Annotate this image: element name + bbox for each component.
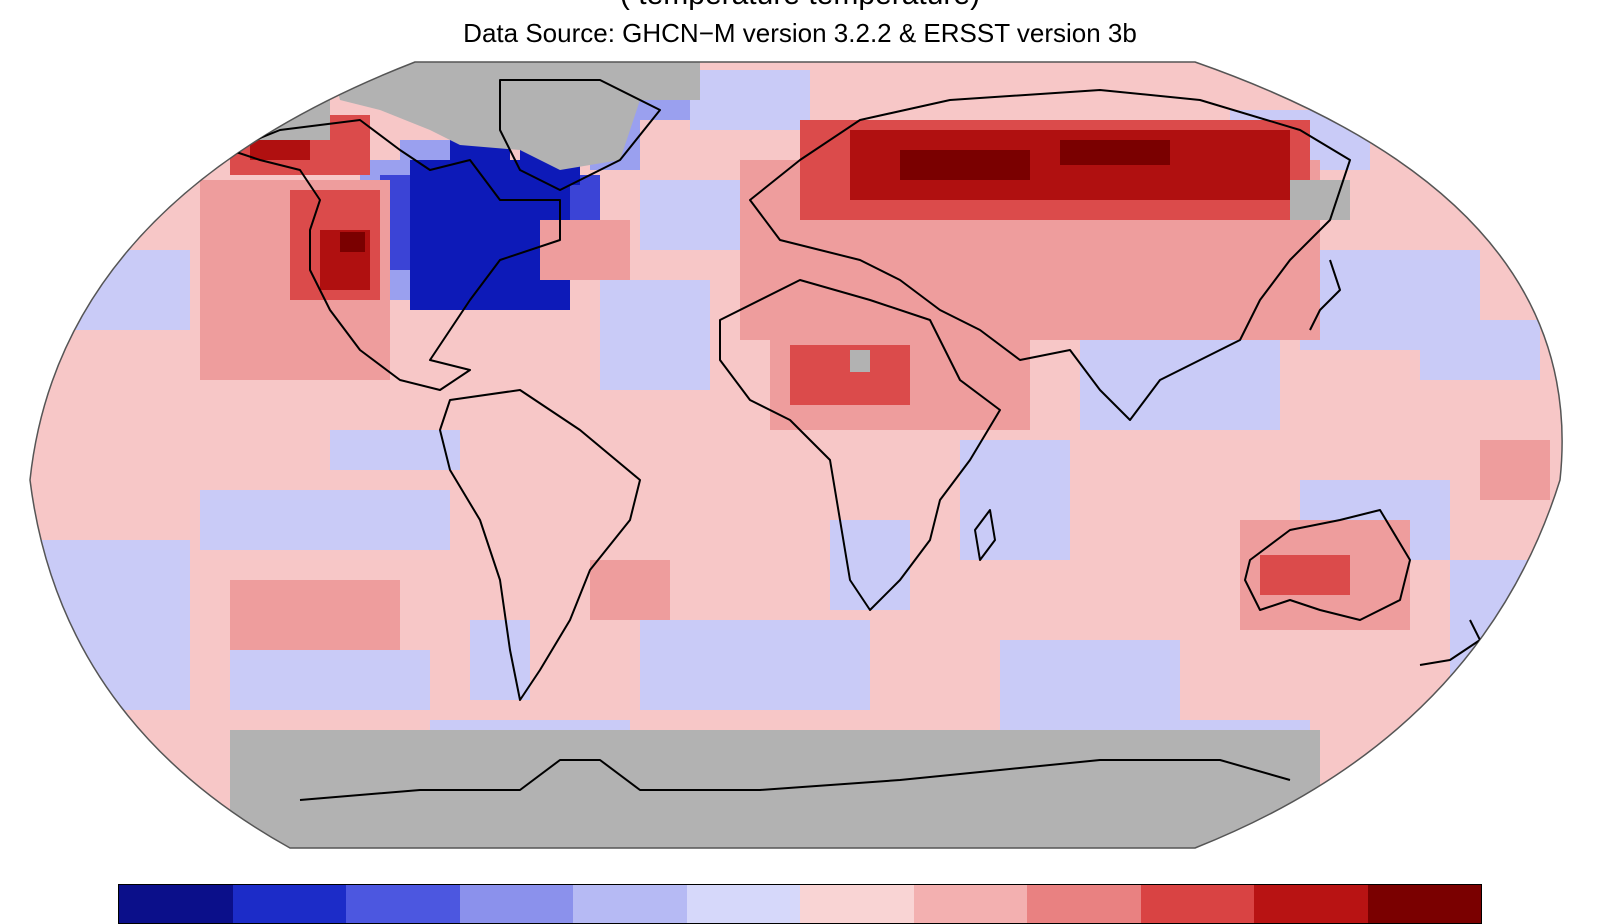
colorbar-cell-6: [800, 885, 914, 923]
south-america-coast: [439, 389, 641, 701]
globe-outline: [29, 61, 1563, 849]
africa-coast: [719, 279, 1001, 611]
greenland-coast: [499, 79, 661, 191]
australia-coast: [1244, 509, 1411, 621]
colorbar-cell-8: [1027, 885, 1141, 923]
anomaly-map: [29, 61, 1563, 849]
europe-asia-coast: [749, 89, 1351, 421]
colorbar-cell-3: [459, 885, 573, 923]
north-america-coast: [229, 119, 561, 391]
colorbar-cell-10: [1254, 885, 1368, 923]
data-source-subtitle: Data Source: GHCN−M version 3.2.2 & ERSS…: [463, 18, 1137, 48]
new-zealand-coast: [1419, 619, 1481, 666]
colorbar-cell-4: [573, 885, 687, 923]
colorbar-cell-5: [686, 885, 800, 923]
colorbar-cell-1: [232, 885, 346, 923]
anomaly-field: [30, 62, 1563, 848]
colorbar-cell-9: [1140, 885, 1254, 923]
colorbar-cell-11: [1367, 885, 1481, 923]
map-title-partial: ( temperature temperature): [0, 0, 1600, 12]
antarctica-coast: [299, 759, 1291, 801]
colorbar-cell-0: [119, 885, 233, 923]
colorbar-cell-7: [913, 885, 1027, 923]
colorbar: [118, 884, 1482, 924]
madagascar-coast: [974, 509, 996, 561]
colorbar-cell-2: [346, 885, 460, 923]
extreme-warm-areas: [340, 140, 1170, 252]
japan-coast: [1309, 259, 1341, 331]
